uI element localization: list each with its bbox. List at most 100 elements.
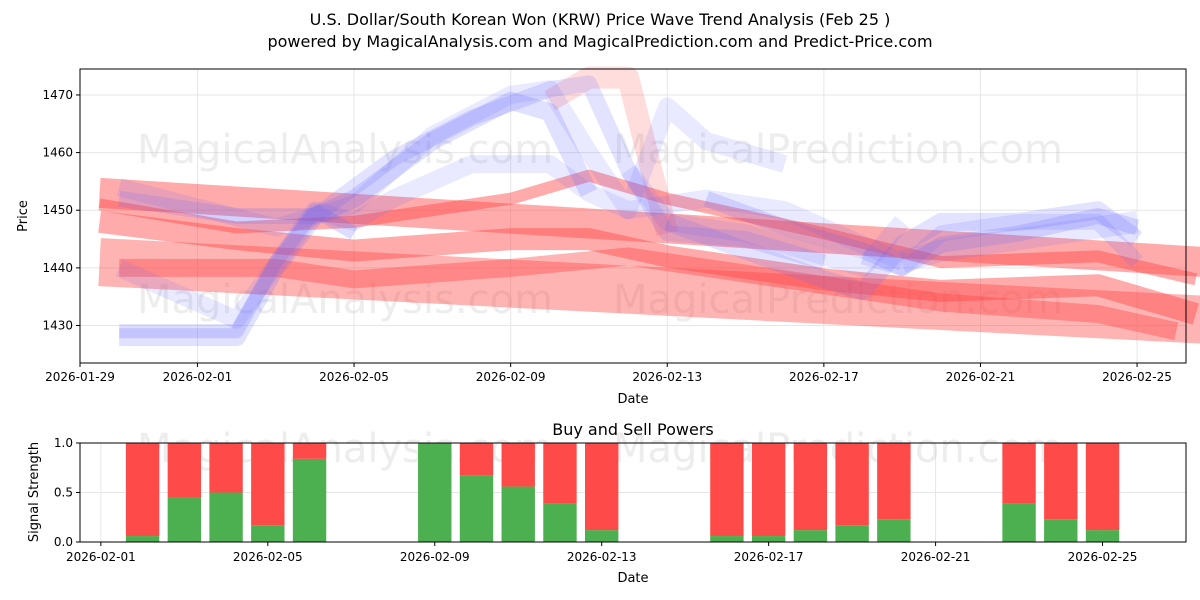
signal-bars xyxy=(125,443,1120,542)
red-wave-line-6 xyxy=(119,247,1179,341)
price-y-tick-label: 1430 xyxy=(42,319,73,333)
blue-wave-line-5 xyxy=(115,155,906,329)
price-y-axis-label: Price xyxy=(16,200,31,232)
signal-y-axis-label: Signal Strength xyxy=(27,442,42,542)
watermark-prediction-top: MagicalPrediction.com xyxy=(613,127,1063,173)
price-y-tick-label: 1460 xyxy=(42,146,73,160)
buy-bar-2026-02-10 xyxy=(459,475,494,542)
price-panel: MagicalAnalysis.com MagicalPrediction.co… xyxy=(16,66,1200,407)
price-x-tick-label: 2026-02-25 xyxy=(1102,370,1172,384)
price-x-tick-label: 2026-02-17 xyxy=(789,370,859,384)
sell-bar-2026-02-13 xyxy=(585,443,619,531)
price-y-tick-label: 1440 xyxy=(42,261,73,275)
signal-x-tick-label: 2026-02-17 xyxy=(734,550,804,564)
buy-bar-2026-02-19 xyxy=(835,525,869,542)
buy-bar-2026-02-23 xyxy=(1002,503,1036,542)
buy-bar-2026-02-11 xyxy=(501,486,535,542)
signal-y-tick-label: 0.5 xyxy=(54,486,73,500)
red-wave-line-5 xyxy=(544,66,678,236)
price-x-tick-label: 2026-02-01 xyxy=(163,370,233,384)
signal-x-tick-label: 2026-02-09 xyxy=(400,550,470,564)
buy-bar-2026-02-20 xyxy=(877,519,911,542)
price-plot-background xyxy=(80,69,1186,363)
sell-bar-2026-02-05 xyxy=(251,443,285,526)
buy-bar-2026-02-24 xyxy=(1044,519,1078,542)
buy-bar-2026-02-17 xyxy=(751,536,786,542)
blue-wave-line-9 xyxy=(860,213,1143,276)
sell-bar-2026-02-18 xyxy=(793,443,828,531)
buy-bar-2026-02-09 xyxy=(418,443,452,542)
buy-bar-2026-02-02 xyxy=(125,536,160,542)
sell-bar-2026-02-04 xyxy=(209,443,243,493)
price-x-tick-label: 2026-02-09 xyxy=(476,370,546,384)
price-x-axis-label: Date xyxy=(617,392,648,407)
buy-bar-2026-02-16 xyxy=(710,536,744,542)
price-x-ticks: 2026-01-29 2026-02-01 2026-02-05 2026-02-09… xyxy=(45,363,1172,384)
sell-bar-2026-02-11 xyxy=(501,443,535,487)
red-wave-line-1 xyxy=(98,177,1200,277)
price-x-tick-label: 2026-02-13 xyxy=(632,370,702,384)
sell-bar-2026-02-19 xyxy=(835,443,869,526)
blue-wave-lines xyxy=(115,75,1143,347)
watermark-prediction-bottom: MagicalPrediction.com xyxy=(613,277,1063,323)
sell-bar-2026-02-12 xyxy=(543,443,577,504)
sell-bar-2026-02-17 xyxy=(751,443,786,537)
price-y-ticks: 1430 1440 1450 1460 1470 xyxy=(42,88,80,333)
sell-bar-2026-02-03 xyxy=(167,443,202,498)
blue-wave-line-3 xyxy=(118,75,827,270)
signal-chart-title: Buy and Sell Powers xyxy=(552,420,714,439)
sell-bar-2026-02-24 xyxy=(1044,443,1078,520)
price-x-tick-label: 2026-02-21 xyxy=(946,370,1016,384)
red-wave-lines xyxy=(98,66,1200,344)
buy-bar-2026-02-12 xyxy=(543,503,577,542)
blue-wave-line-4 xyxy=(116,80,788,237)
chart-title-line-1: U.S. Dollar/South Korean Won (KRW) Price… xyxy=(309,10,891,29)
price-x-tick-label: 2026-02-05 xyxy=(319,370,389,384)
watermark-analysis-bottom: MagicalAnalysis.com xyxy=(137,277,553,323)
sell-bar-2026-02-23 xyxy=(1002,443,1036,504)
red-wave-line-3 xyxy=(98,210,1199,325)
blue-wave-line-2 xyxy=(119,91,598,347)
blue-wave-line-10 xyxy=(899,210,1139,273)
sell-bar-2026-02-06 xyxy=(292,443,327,459)
signal-x-tick-label: 2026-02-13 xyxy=(567,550,637,564)
sell-bar-2026-02-02 xyxy=(125,443,160,537)
signal-y-tick-label: 1.0 xyxy=(54,436,73,450)
blue-wave-line-6 xyxy=(620,164,910,277)
price-plot-frame xyxy=(79,68,1187,364)
watermark-analysis-top: MagicalAnalysis.com xyxy=(137,127,553,173)
price-y-tick-label: 1450 xyxy=(42,203,73,217)
sell-bar-2026-02-10 xyxy=(459,443,494,476)
price-x-tick-label: 2026-01-29 xyxy=(45,370,115,384)
buy-bar-2026-02-13 xyxy=(585,530,619,542)
signal-x-axis-label: Date xyxy=(617,571,648,586)
blue-wave-line-7 xyxy=(664,201,1143,300)
signal-x-ticks: 2026-02-01 2026-02-05 2026-02-09 2026-02-13… xyxy=(66,542,1137,564)
red-wave-line-2 xyxy=(98,238,1200,344)
chart-title-line-2: powered by MagicalAnalysis.com and Magic… xyxy=(267,32,933,51)
signal-x-tick-label: 2026-02-21 xyxy=(901,550,971,564)
signal-y-ticks: 0.0 0.5 1.0 xyxy=(54,436,80,549)
buy-bar-2026-02-05 xyxy=(251,525,285,542)
signal-panel: Buy and Sell Powers MagicalAnalysis.com … xyxy=(27,420,1187,586)
signal-x-tick-label: 2026-02-05 xyxy=(233,550,303,564)
price-y-tick-label: 1470 xyxy=(42,88,73,102)
buy-bar-2026-02-03 xyxy=(167,497,202,542)
signal-x-tick-label: 2026-02-01 xyxy=(66,550,136,564)
price-watermarks: MagicalAnalysis.com MagicalPrediction.co… xyxy=(137,127,1063,323)
sell-bar-2026-02-16 xyxy=(710,443,744,537)
signal-x-tick-label: 2026-02-25 xyxy=(1068,550,1138,564)
sell-bar-2026-02-25 xyxy=(1085,443,1120,531)
buy-bar-2026-02-04 xyxy=(209,492,243,542)
sell-bar-2026-02-20 xyxy=(877,443,911,520)
buy-bar-2026-02-18 xyxy=(793,530,828,542)
buy-bar-2026-02-25 xyxy=(1085,530,1120,542)
price-grid xyxy=(79,69,1186,363)
red-wave-line-4 xyxy=(98,169,1198,286)
blue-wave-line-8 xyxy=(703,191,1140,276)
blue-wave-line-1 xyxy=(119,203,358,339)
buy-bar-2026-02-06 xyxy=(292,458,327,542)
signal-y-tick-label: 0.0 xyxy=(54,535,73,549)
